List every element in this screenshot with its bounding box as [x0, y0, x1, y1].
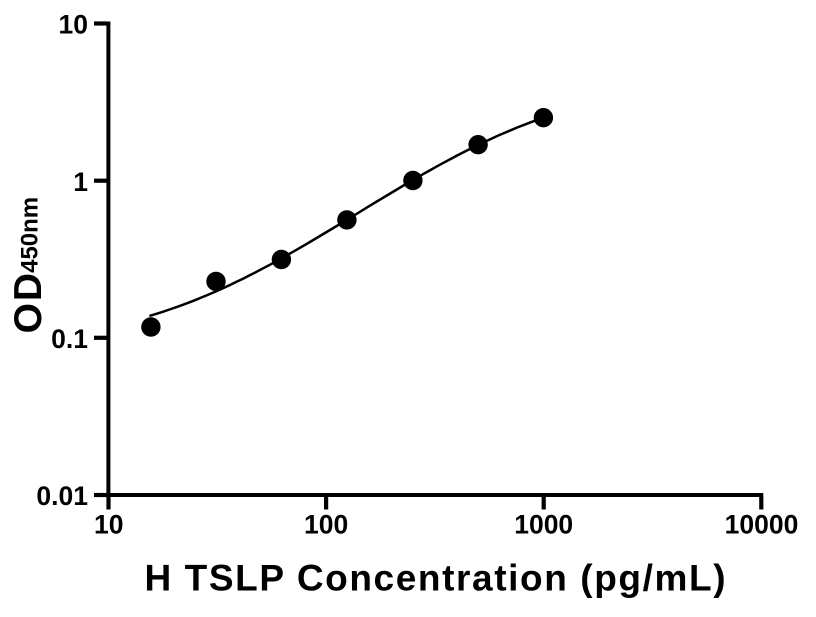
svg-text:OD: OD [7, 271, 50, 334]
svg-text:H TSLP Concentration (pg/mL): H TSLP Concentration (pg/mL) [144, 558, 727, 599]
svg-text:10000: 10000 [725, 509, 799, 539]
svg-text:1000: 1000 [514, 509, 573, 539]
svg-text:100: 100 [304, 509, 348, 539]
svg-text:0.1: 0.1 [51, 324, 88, 354]
svg-text:450nm: 450nm [17, 197, 44, 273]
svg-text:10: 10 [59, 10, 88, 40]
svg-text:0.01: 0.01 [36, 481, 88, 511]
svg-text:10: 10 [94, 509, 123, 539]
svg-text:1: 1 [73, 167, 88, 197]
